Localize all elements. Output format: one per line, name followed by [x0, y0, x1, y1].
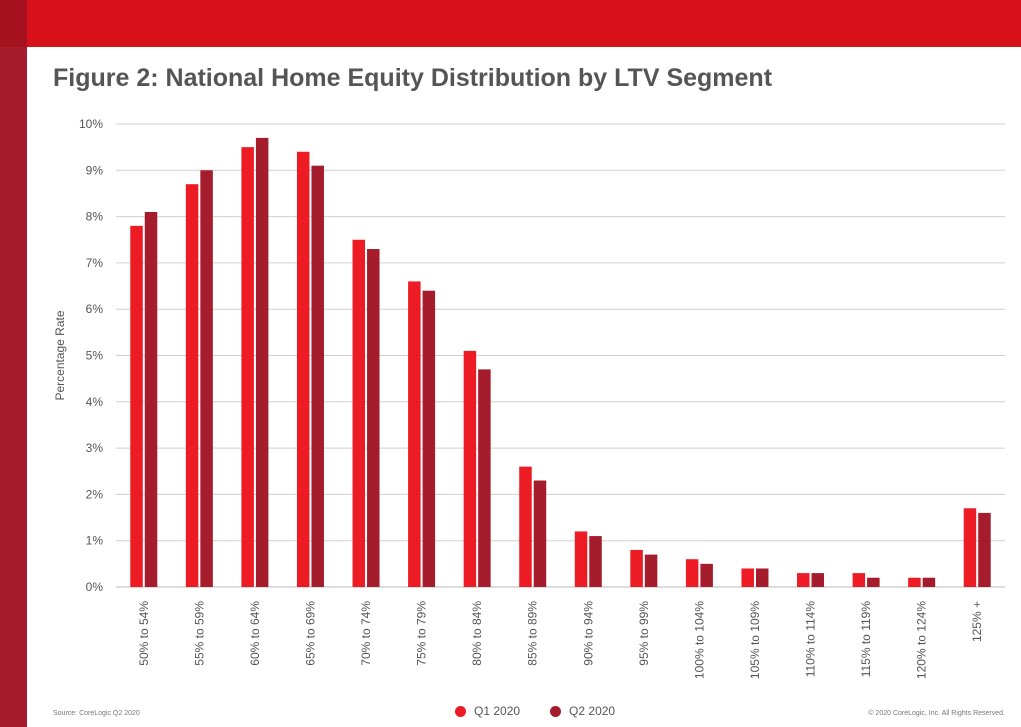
y-tick-label: 2% — [86, 487, 104, 501]
bar-q2 — [367, 249, 380, 587]
x-tick-label: 100% to 104% — [692, 601, 706, 679]
bar-q2 — [255, 137, 269, 587]
top-corner-accent — [0, 0, 27, 47]
bar-q2 — [589, 536, 602, 587]
bar-q1 — [241, 147, 254, 587]
y-axis-title: Percentage Rate — [53, 310, 67, 400]
bar-q2 — [700, 563, 713, 587]
x-tick-label: 75% to 79% — [415, 601, 429, 666]
bar-q2 — [311, 165, 324, 588]
y-tick-label: 3% — [86, 441, 104, 455]
y-tick-label: 1% — [86, 534, 104, 548]
y-tick-label: 6% — [86, 302, 104, 316]
x-tick-label: 125% + — [970, 601, 984, 642]
bar-q1 — [519, 466, 532, 587]
bar-q1 — [463, 350, 477, 587]
y-tick-label: 7% — [86, 256, 104, 270]
bar-q2 — [200, 170, 213, 588]
bar-q1 — [741, 568, 754, 587]
legend-item-q1: Q1 2020 — [455, 704, 520, 718]
legend-label-q1: Q1 2020 — [474, 704, 521, 718]
legend-swatch-q2 — [550, 705, 562, 717]
x-tick-label: 60% to 64% — [248, 601, 262, 666]
bar-q1 — [630, 549, 643, 587]
x-tick-label: 85% to 89% — [526, 601, 540, 666]
side-accent-bar — [0, 47, 27, 727]
x-tick-label: 115% to 119% — [859, 601, 873, 678]
bar-q2 — [755, 568, 769, 587]
bar-q1 — [185, 184, 199, 587]
x-tick-label: 95% to 99% — [637, 601, 651, 666]
legend-item-q2: Q2 2020 — [550, 704, 615, 718]
bar-q2 — [978, 512, 991, 587]
bar-q1 — [685, 559, 699, 587]
bar-q1 — [908, 577, 921, 587]
bar-q2 — [922, 577, 936, 587]
copyright-note: © 2020 CoreLogic, Inc. All Rights Reserv… — [868, 710, 1005, 717]
bar-q2 — [867, 577, 880, 587]
x-tick-label: 105% to 109% — [748, 601, 762, 679]
bar-q1 — [130, 225, 143, 588]
bar-q1 — [296, 151, 310, 587]
x-tick-label: 120% to 124% — [915, 601, 929, 679]
x-tick-label: 90% to 94% — [581, 601, 595, 666]
x-tick-label: 110% to 114% — [804, 601, 818, 678]
bar-q2 — [533, 480, 547, 587]
x-tick-label: 50% to 54% — [137, 601, 151, 666]
legend-swatch-q1 — [455, 705, 466, 717]
y-tick-label: 10% — [79, 117, 103, 131]
chart-title: Figure 2: National Home Equity Distribut… — [53, 64, 773, 92]
source-note: Source: CoreLogic Q2 2020 — [53, 710, 140, 717]
x-tick-label: 80% to 84% — [470, 601, 484, 666]
x-tick-label: 70% to 74% — [359, 601, 373, 666]
bar-q2 — [422, 290, 436, 587]
bar-q1 — [963, 508, 977, 587]
y-tick-label: 5% — [86, 349, 104, 363]
bar-q2 — [144, 211, 158, 587]
bar-q2 — [811, 573, 825, 587]
y-tick-label: 0% — [86, 580, 104, 594]
y-tick-label: 4% — [86, 395, 104, 409]
bar-q2 — [644, 554, 658, 587]
chart-legend: Q1 2020 Q2 2020 — [455, 704, 615, 718]
bar-q1 — [797, 573, 810, 587]
bar-q2 — [478, 369, 491, 587]
y-tick-label: 9% — [86, 163, 104, 177]
y-tick-label: 8% — [86, 210, 104, 224]
x-tick-label: 55% to 59% — [192, 601, 206, 666]
top-banner — [0, 0, 1021, 47]
bar-q1 — [408, 281, 421, 587]
bar-q1 — [574, 531, 588, 587]
bar-q1 — [852, 573, 866, 587]
bar-q1 — [352, 239, 366, 587]
x-tick-label: 65% to 69% — [303, 601, 317, 666]
legend-label-q2: Q2 2020 — [569, 704, 616, 718]
